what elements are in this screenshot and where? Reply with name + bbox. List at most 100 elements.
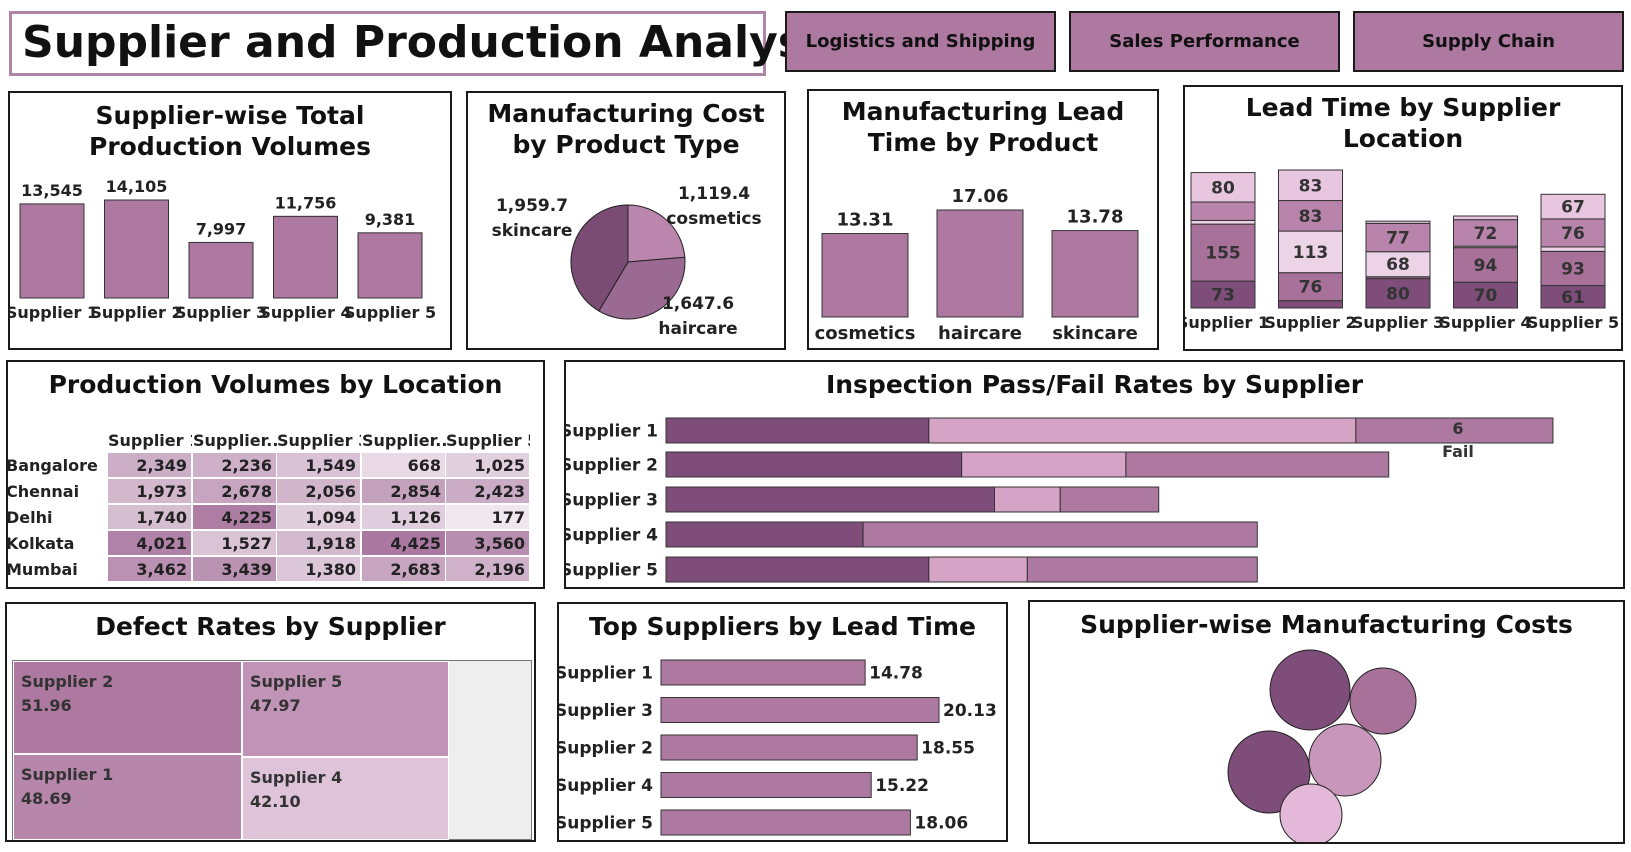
bubble-supplier-1	[1269, 649, 1351, 731]
treemap-cell-supplier-2[interactable]: Supplier 2 51.96	[13, 661, 242, 754]
inspection-segment-1-2	[928, 417, 1357, 444]
inspection-segment-2-3	[1125, 451, 1390, 478]
heatmap-cell[interactable]: 3,462	[108, 557, 192, 582]
segment-label: 68	[1386, 255, 1410, 275]
heatmap-cell[interactable]: 2,678	[193, 479, 277, 504]
stack-segment-5-2	[1540, 250, 1606, 287]
bar-supplier-3	[188, 241, 254, 299]
treemap-label: Supplier 5	[250, 672, 343, 691]
x-tick-label: Supplier 3	[175, 303, 267, 322]
heatmap-cell[interactable]: 2,236	[193, 453, 277, 478]
lead-time-location-chart: 73 155 80 Supplier 1 76 113 83 83 Supplier 2 80 68…	[1185, 169, 1619, 332]
heatmap-column-header[interactable]: Supplier 3	[277, 431, 361, 450]
stack-segment-2-3	[1278, 230, 1343, 274]
heatmap-cell[interactable]: 1,973	[108, 479, 192, 504]
heatmap-cell[interactable]: 4,225	[193, 505, 277, 530]
heatmap-cell[interactable]: 2,196	[446, 557, 530, 582]
nav-logistics-button[interactable]: Logistics and Shipping	[785, 11, 1056, 72]
heatmap-cell[interactable]: 1,527	[193, 531, 277, 556]
heatmap-cell[interactable]: 2,423	[446, 479, 530, 504]
stack-segment-5-5	[1540, 193, 1606, 220]
data-label: 14,105	[106, 177, 168, 196]
bar-supplier-5	[660, 809, 911, 836]
treemap-cell-supplier-4[interactable]: Supplier 4 42.10	[242, 757, 449, 840]
treemap-cell-supplier-1[interactable]: Supplier 1 48.69	[13, 754, 242, 840]
heatmap-column-header[interactable]: Supplier 1	[108, 431, 192, 450]
heatmap-cell[interactable]: 4,425	[362, 531, 446, 556]
data-label: 14.78	[869, 664, 923, 684]
treemap-cell-supplier-5[interactable]: Supplier 5 47.97	[242, 661, 449, 757]
heatmap-column-header[interactable]: Supplier 5	[446, 431, 530, 450]
x-tick-label: cosmetics	[815, 323, 916, 344]
data-label: 18.55	[921, 739, 975, 759]
heatmap-column-header[interactable]: Supplier..	[193, 431, 277, 450]
y-tick-label: Supplier 4	[564, 526, 658, 546]
lead-time-product-chart: 13.31 cosmetics 17.06 haircare 13.78 skincare	[815, 186, 1139, 344]
lead-time-product-title: Manufacturing Lead Time by Product	[841, 97, 1125, 157]
data-label: 20.13	[943, 701, 997, 721]
y-tick-label: Supplier 1	[564, 422, 658, 442]
heatmap-cell[interactable]: 4,021	[108, 531, 192, 556]
segment-label: 80	[1386, 284, 1410, 304]
pie-category-label: haircare	[658, 319, 737, 339]
treemap-value: 47.97	[250, 696, 301, 715]
defect-rates-title: Defect Rates by Supplier	[95, 612, 446, 641]
stack-segment-3-5	[1365, 220, 1431, 224]
segment-label: 67	[1561, 198, 1585, 218]
stack-segment-4-2	[1453, 247, 1518, 283]
defect-rates-panel: Defect Rates by Supplier Supplier 2 51.9…	[5, 602, 536, 842]
dashboard-title: Supplier and Production Analysis	[22, 17, 846, 68]
pie-slice-haircare	[598, 256, 686, 320]
heatmap-cell[interactable]: 1,549	[277, 453, 361, 478]
bar-cosmetics	[821, 233, 909, 318]
heatmap-cell[interactable]: 177	[446, 505, 530, 530]
inspection-segment-3-3	[1059, 486, 1160, 513]
heatmap-cell[interactable]: 1,094	[277, 505, 361, 530]
stack-segment-1-5	[1190, 172, 1256, 203]
stack-segment-1-4	[1190, 201, 1256, 221]
heatmap-cell[interactable]: 3,560	[446, 531, 530, 556]
pie-category-label: cosmetics	[666, 209, 761, 229]
x-tick-label: Supplier 4	[259, 303, 351, 322]
stack-segment-4-4	[1453, 219, 1518, 247]
treemap-value: 42.10	[250, 792, 301, 811]
heatmap-cell[interactable]: 1,740	[108, 505, 192, 530]
treemap-value: 51.96	[21, 696, 72, 715]
mfg-costs-supplier-panel: Supplier-wise Manufacturing Costs	[1028, 600, 1625, 844]
heatmap-cell[interactable]: 2,349	[108, 453, 192, 478]
data-label: 17.06	[952, 186, 1009, 207]
stack-segment-2-2	[1278, 272, 1343, 302]
heatmap-cell[interactable]: 668	[362, 453, 446, 478]
data-label: 11,756	[275, 193, 337, 212]
bar-haircare	[936, 209, 1024, 318]
stack-segment-4-1	[1453, 281, 1518, 309]
pie-category-label: skincare	[492, 221, 573, 241]
heatmap-cell[interactable]: 3,439	[193, 557, 277, 582]
top-lead-title: Top Suppliers by Lead Time	[589, 612, 976, 641]
stack-segment-2-4	[1278, 200, 1343, 232]
heatmap-cell[interactable]: 2,056	[277, 479, 361, 504]
pie-value-label: 1,647.6	[662, 294, 734, 314]
heatmap-cell[interactable]: 1,918	[277, 531, 361, 556]
heatmap-column-header[interactable]: Supplier..	[362, 431, 446, 450]
heatmap-cell[interactable]: 2,683	[362, 557, 446, 582]
heatmap-cell[interactable]: 1,380	[277, 557, 361, 582]
data-label: 18.06	[914, 814, 968, 834]
data-label: 7,997	[196, 219, 247, 238]
heatmap-row-label: Delhi	[6, 508, 53, 527]
segment-label: 83	[1299, 176, 1323, 196]
nav-sales-button[interactable]: Sales Performance	[1069, 11, 1340, 72]
inspection-segment-4-3	[862, 521, 1258, 548]
data-label: 13.78	[1067, 207, 1124, 228]
pie-slice-skincare	[570, 204, 629, 312]
heatmap-cell[interactable]: 1,126	[362, 505, 446, 530]
stack-segment-1-3	[1190, 219, 1256, 225]
inspection-segment-1-3	[1355, 417, 1554, 444]
heatmap-cell[interactable]: 1,025	[446, 453, 530, 478]
segment-label: 72	[1474, 224, 1498, 244]
heatmap-cell[interactable]: 2,854	[362, 479, 446, 504]
top-lead-chart: Supplier 1 14.78 Supplier 3 20.13 Supplier 2…	[559, 659, 997, 836]
stack-segment-3-1	[1365, 278, 1431, 309]
x-tick-label: Supplier 3	[1352, 313, 1444, 332]
nav-supply-chain-button[interactable]: Supply Chain	[1353, 11, 1624, 72]
